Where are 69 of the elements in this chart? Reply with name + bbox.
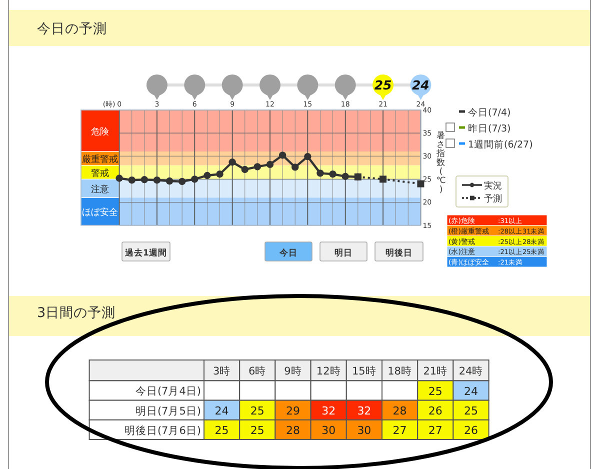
data-label: 26 <box>428 404 442 418</box>
data-label: 28 <box>392 404 407 418</box>
point <box>316 170 324 177</box>
band-label: 危険 <box>91 126 110 138</box>
x-tick-label: 24時 <box>458 364 484 378</box>
y-tick-label: 明日(7月5日) <box>135 405 201 418</box>
point <box>354 173 362 180</box>
data-label: 24 <box>464 384 478 398</box>
point <box>380 176 387 183</box>
data-label: 28 <box>286 424 300 438</box>
x-tick-label: 3時 <box>212 364 231 378</box>
legend-label: 昨日(7/3) <box>468 122 511 134</box>
data-label: 27 <box>392 424 407 438</box>
button: 今日 <box>264 242 312 262</box>
data-label: 30 <box>357 424 372 438</box>
data-label: 26 <box>464 424 478 438</box>
button: 過去1週間 <box>122 242 170 262</box>
text: 24 <box>412 78 430 92</box>
x-tick-label: 12時 <box>316 364 341 378</box>
data-label: 29 <box>286 404 300 418</box>
band-label: 厳重警戒 <box>82 154 118 165</box>
point <box>266 160 274 168</box>
x-tick-label: 9時 <box>284 364 302 378</box>
data-label: 24 <box>214 404 229 418</box>
band-label: 注意 <box>91 184 110 195</box>
x-tick-label: 6時 <box>248 364 266 378</box>
point <box>417 180 424 188</box>
data-label: 25 <box>250 404 264 418</box>
y-tick-label: 明後日(7月6日) <box>124 424 201 437</box>
point <box>204 172 211 180</box>
data-label: 32 <box>357 404 372 418</box>
legend-label: 実況 <box>484 180 502 192</box>
band-label: 警戒 <box>91 168 110 179</box>
y-axis-title: 暑さ指数(℃) <box>436 130 446 195</box>
point <box>241 166 248 174</box>
point <box>342 172 349 180</box>
point <box>292 164 299 171</box>
chart-title: 今日の予測 <box>37 21 107 37</box>
point <box>166 177 174 185</box>
point <box>329 170 336 178</box>
text: 25 <box>374 78 392 92</box>
text: 3日間の予測 <box>37 305 116 321</box>
point <box>278 152 286 159</box>
point <box>178 178 186 186</box>
data-label: 30 <box>322 424 336 438</box>
point <box>216 170 224 178</box>
button: 明後日 <box>374 242 424 262</box>
point <box>254 163 262 170</box>
data-label: 25 <box>464 404 478 418</box>
point <box>140 176 148 184</box>
point <box>128 176 136 184</box>
point <box>191 176 198 183</box>
data-label: 32 <box>322 404 336 418</box>
button: 明日 <box>320 242 368 262</box>
x-tick-label: 21時 <box>423 364 448 378</box>
band-label: ほぼ安全 <box>82 206 118 218</box>
x-tick-label: 18時 <box>388 364 412 378</box>
point <box>228 158 236 166</box>
data-label: 25 <box>214 424 229 438</box>
legend-label: 予測 <box>484 194 502 204</box>
point <box>304 152 312 160</box>
x-tick-label: 15時 <box>352 364 376 378</box>
text: 今日(7/4) <box>468 106 511 118</box>
point <box>116 174 123 182</box>
y-tick-label: 今日(7月4日) <box>135 386 201 398</box>
point <box>153 176 161 184</box>
data-label: 27 <box>428 424 442 438</box>
legend-label: 1週間前(6/27) <box>468 138 533 150</box>
data-label: 25 <box>250 424 264 438</box>
